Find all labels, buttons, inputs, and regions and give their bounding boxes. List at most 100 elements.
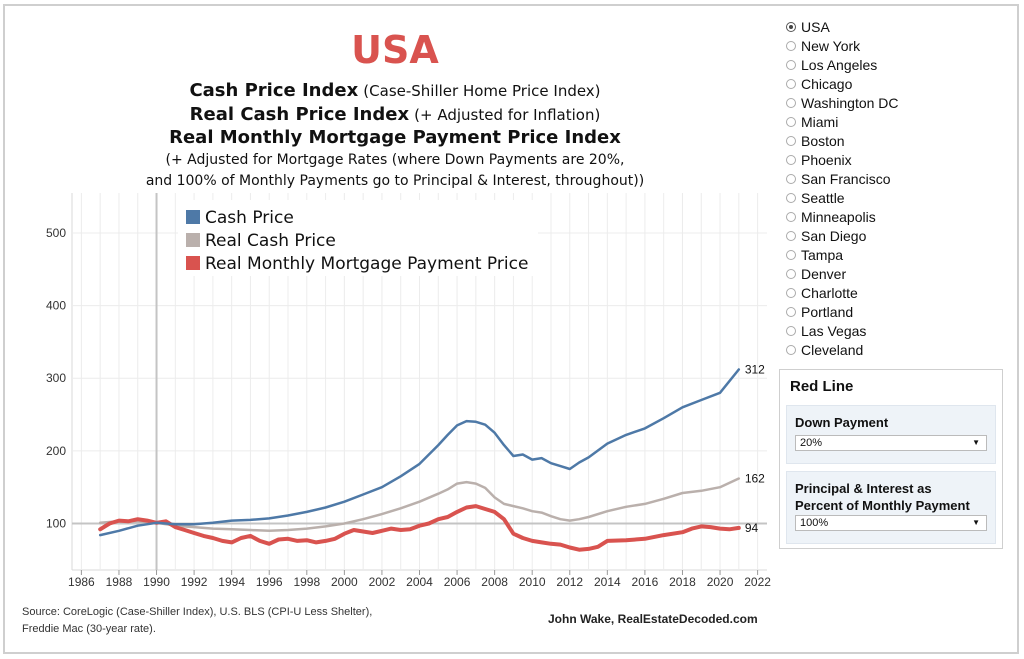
radio-icon[interactable] (786, 78, 796, 89)
data-point (701, 490, 702, 491)
data-point (250, 535, 251, 536)
radio-icon[interactable] (786, 249, 796, 260)
city-label: Denver (801, 265, 847, 282)
subtitle-line-1: Cash Price Index (Case-Shiller Home Pric… (0, 80, 790, 101)
principal-interest-label: Principal & Interest as Percent of Monthl… (795, 480, 970, 514)
y-tick-label: 400 (46, 299, 66, 313)
data-point (682, 532, 683, 533)
radio-icon[interactable] (786, 21, 796, 32)
panel-title: Red Line (790, 378, 854, 395)
city-option[interactable]: Washington DC (786, 93, 899, 112)
data-point (644, 538, 645, 539)
city-option[interactable]: Portland (786, 302, 899, 321)
data-point (503, 444, 504, 445)
city-option[interactable]: Denver (786, 264, 899, 283)
city-option[interactable]: Tampa (786, 245, 899, 264)
principal-interest-select[interactable]: 100% ▼ (795, 515, 987, 531)
data-point (222, 540, 223, 541)
data-point (100, 522, 101, 523)
data-point (231, 520, 232, 521)
data-point (372, 532, 373, 533)
city-label: Los Angeles (801, 56, 878, 73)
data-point (325, 507, 326, 508)
data-point (569, 468, 570, 469)
down-payment-select[interactable]: 20% ▼ (795, 435, 987, 451)
series-line (98, 504, 741, 552)
data-point (710, 527, 711, 528)
data-point (532, 511, 533, 512)
data-point (532, 459, 533, 460)
city-label: Washington DC (801, 94, 899, 111)
radio-icon[interactable] (786, 154, 796, 165)
radio-icon[interactable] (786, 192, 796, 203)
radio-icon[interactable] (786, 135, 796, 146)
data-point (259, 540, 260, 541)
city-label: Miami (801, 113, 839, 130)
city-option[interactable]: Boston (786, 131, 899, 150)
down-payment-label: Down Payment (795, 415, 889, 430)
radio-icon[interactable] (786, 173, 796, 184)
city-label: Minneapolis (801, 208, 876, 225)
radio-icon[interactable] (786, 287, 796, 298)
radio-icon[interactable] (786, 97, 796, 108)
data-point (391, 528, 392, 529)
radio-icon[interactable] (786, 211, 796, 222)
radio-icon[interactable] (786, 268, 796, 279)
data-point (400, 529, 401, 530)
city-option[interactable]: Cleveland (786, 340, 899, 359)
city-option[interactable]: New York (786, 36, 899, 55)
city-option[interactable]: Las Vegas (786, 321, 899, 340)
x-tick-label: 2002 (369, 575, 396, 589)
x-tick-label: 1992 (181, 575, 208, 589)
data-point (419, 463, 420, 464)
city-option[interactable]: Minneapolis (786, 207, 899, 226)
data-point (428, 523, 429, 524)
radio-icon[interactable] (786, 116, 796, 127)
city-option[interactable]: Chicago (786, 74, 899, 93)
city-option[interactable]: Seattle (786, 188, 899, 207)
data-point (231, 542, 232, 543)
data-point (250, 529, 251, 530)
data-point (316, 542, 317, 543)
data-point (682, 407, 683, 408)
city-option[interactable]: San Francisco (786, 169, 899, 188)
data-point (682, 492, 683, 493)
city-option[interactable]: Charlotte (786, 283, 899, 302)
radio-icon[interactable] (786, 344, 796, 355)
radio-icon[interactable] (786, 59, 796, 70)
city-option[interactable]: Miami (786, 112, 899, 131)
radio-icon[interactable] (786, 230, 796, 241)
data-point (738, 478, 739, 479)
data-point (306, 511, 307, 512)
data-point (663, 498, 664, 499)
x-tick-label: 1998 (293, 575, 320, 589)
data-point (240, 537, 241, 538)
radio-icon[interactable] (786, 40, 796, 51)
data-point (325, 526, 326, 527)
y-tick-label: 200 (46, 444, 66, 458)
city-option[interactable]: San Diego (786, 226, 899, 245)
data-point (175, 524, 176, 525)
x-tick-label: 2020 (707, 575, 734, 589)
data-point (363, 494, 364, 495)
dropdown-arrow-icon: ▼ (972, 438, 980, 447)
city-option[interactable]: USA (786, 17, 899, 36)
data-point (626, 506, 627, 507)
city-option[interactable]: Phoenix (786, 150, 899, 169)
subtitle-1-bold: Cash Price Index (189, 80, 359, 101)
x-tick-label: 2016 (632, 575, 659, 589)
data-point (438, 493, 439, 494)
data-point (569, 547, 570, 548)
data-point (691, 528, 692, 529)
radio-icon[interactable] (786, 306, 796, 317)
radio-icon[interactable] (786, 325, 796, 336)
data-point (400, 508, 401, 509)
city-label: Portland (801, 303, 854, 320)
city-option[interactable]: Los Angeles (786, 55, 899, 74)
data-point (588, 548, 589, 549)
data-point (193, 532, 194, 533)
city-label: Cleveland (801, 341, 864, 358)
city-label: San Francisco (801, 170, 891, 187)
data-point (456, 483, 457, 484)
data-point (719, 528, 720, 529)
